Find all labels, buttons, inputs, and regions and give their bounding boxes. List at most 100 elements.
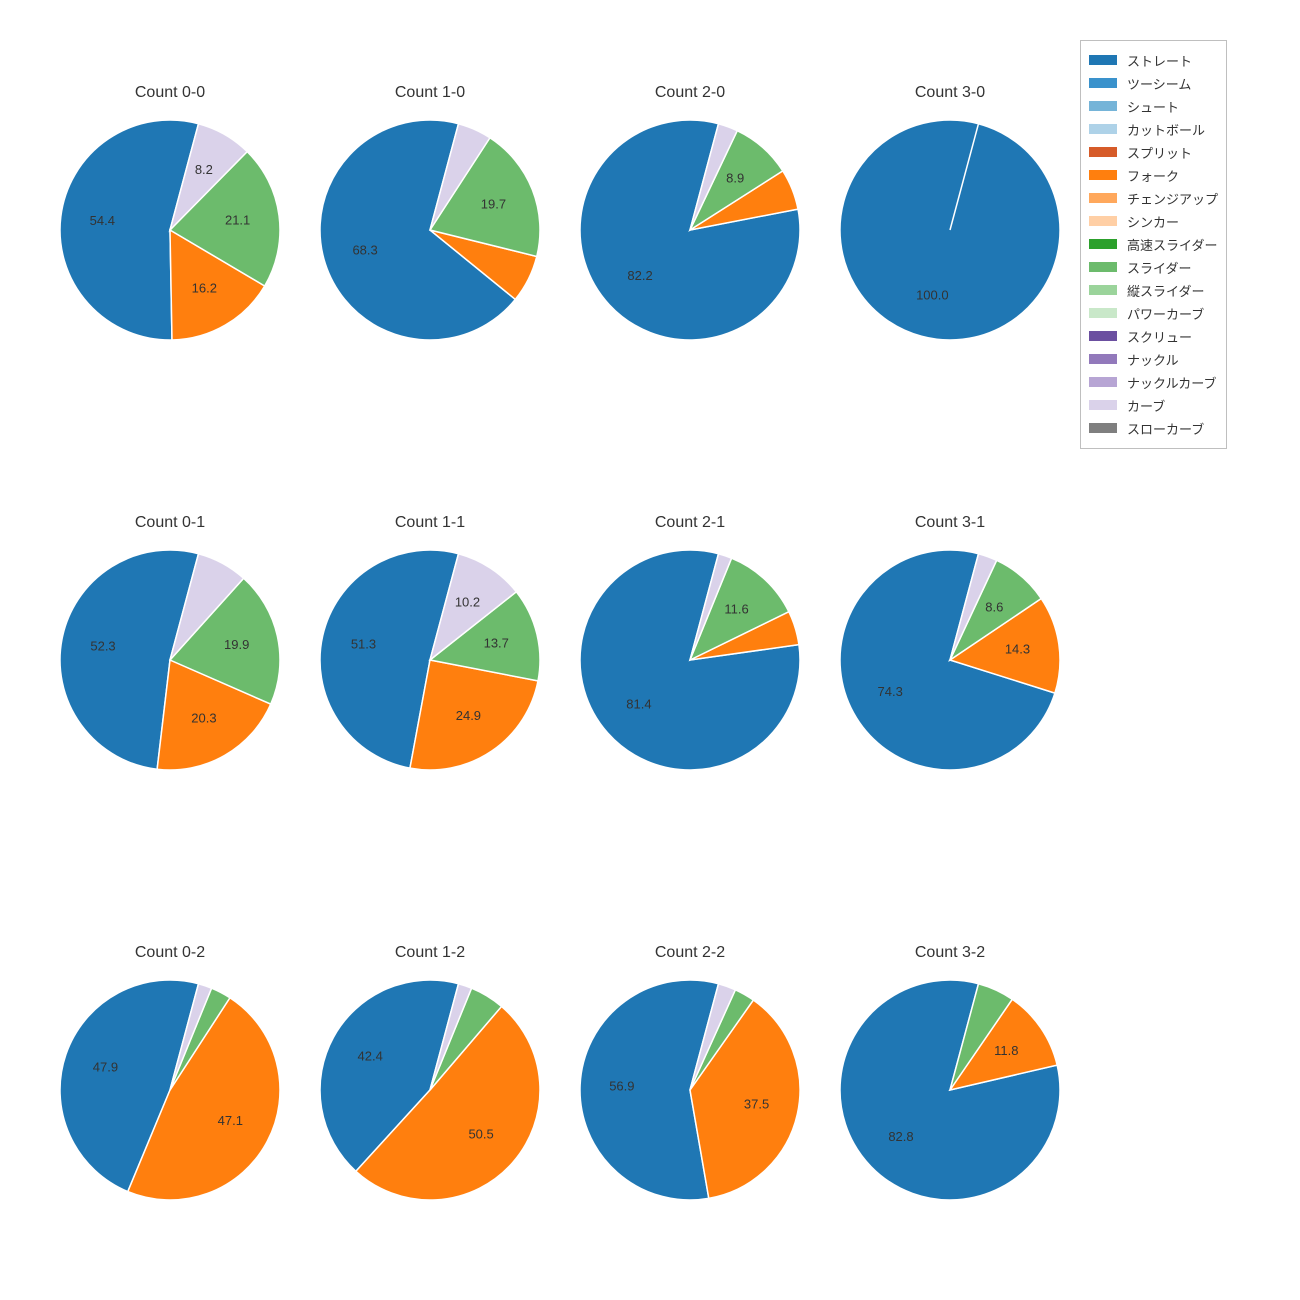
legend-label: フォーク — [1127, 166, 1179, 185]
slice-label: 20.3 — [191, 711, 216, 726]
legend-label: ストレート — [1127, 51, 1192, 70]
slice-label: 100.0 — [916, 287, 949, 302]
chart-title: Count 1-2 — [300, 944, 560, 962]
slice-label: 82.8 — [888, 1129, 913, 1144]
pie-svg: 68.319.7 — [300, 100, 560, 360]
pie-chart: Count 3-174.314.38.6 — [820, 530, 1080, 790]
slice-label: 52.3 — [90, 639, 115, 654]
legend-label: ナックルカーブ — [1127, 373, 1216, 392]
legend-swatch — [1089, 78, 1117, 88]
legend-swatch — [1089, 124, 1117, 134]
slice-label: 82.2 — [627, 268, 652, 283]
legend-label: 高速スライダー — [1127, 235, 1217, 254]
legend-label: カーブ — [1127, 396, 1165, 415]
legend-item: スプリット — [1089, 141, 1218, 163]
legend: ストレートツーシームシュートカットボールスプリットフォークチェンジアップシンカー… — [1080, 40, 1227, 449]
pie-svg: 100.0 — [820, 100, 1080, 360]
pie-svg: 74.3 14.3 8.6 — [820, 530, 1080, 790]
legend-label: シュート — [1127, 97, 1179, 116]
chart-title: Count 2-2 — [560, 944, 820, 962]
legend-swatch — [1089, 239, 1117, 249]
pie-chart: Count 1-151.324.913.710.2 — [300, 530, 560, 790]
pie-svg: 54.4 16.2 21.1 8.2 — [40, 100, 300, 360]
chart-title: Count 2-0 — [560, 84, 820, 102]
slice-label: 50.5 — [468, 1127, 493, 1142]
legend-item: カットボール — [1089, 118, 1218, 140]
legend-item: スライダー — [1089, 256, 1218, 278]
chart-title: Count 2-1 — [560, 514, 820, 532]
chart-title: Count 3-1 — [820, 514, 1080, 532]
chart-title: Count 0-2 — [40, 944, 300, 962]
legend-swatch — [1089, 262, 1117, 272]
pie-chart: Count 2-181.411.6 — [560, 530, 820, 790]
pie-chart: Count 1-242.450.5 — [300, 960, 560, 1220]
slice-label: 11.8 — [994, 1043, 1018, 1058]
slice-label: 14.3 — [1005, 642, 1030, 657]
legend-swatch — [1089, 377, 1117, 387]
legend-label: 縦スライダー — [1127, 281, 1204, 300]
slice-label: 19.9 — [224, 637, 249, 652]
legend-swatch — [1089, 400, 1117, 410]
slice-label: 37.5 — [744, 1096, 769, 1111]
legend-label: チェンジアップ — [1127, 189, 1218, 208]
legend-swatch — [1089, 55, 1117, 65]
slice-label: 68.3 — [352, 242, 377, 257]
legend-label: パワーカーブ — [1127, 304, 1204, 323]
slice-label: 47.1 — [218, 1113, 243, 1128]
legend-label: カットボール — [1127, 120, 1205, 139]
legend-item: ストレート — [1089, 49, 1218, 71]
legend-item: スローカーブ — [1089, 417, 1218, 439]
legend-swatch — [1089, 216, 1117, 226]
pie-chart: Count 0-152.320.319.9 — [40, 530, 300, 790]
chart-title: Count 1-1 — [300, 514, 560, 532]
legend-label: スプリット — [1127, 143, 1192, 162]
legend-swatch — [1089, 101, 1117, 111]
pie-svg: 82.8 11.8 — [820, 960, 1080, 1220]
legend-swatch — [1089, 423, 1117, 433]
pie-chart: Count 0-247.947.1 — [40, 960, 300, 1220]
slice-label: 13.7 — [484, 635, 509, 650]
legend-swatch — [1089, 354, 1117, 364]
legend-label: スライダー — [1127, 258, 1191, 277]
slice-label: 8.2 — [195, 162, 213, 177]
slice-label: 21.1 — [225, 213, 250, 228]
slice-label: 54.4 — [90, 213, 115, 228]
legend-item: シンカー — [1089, 210, 1218, 232]
chart-title: Count 0-1 — [40, 514, 300, 532]
pie-chart: Count 3-0100.0 — [820, 100, 1080, 360]
pie-chart: Count 3-282.811.8 — [820, 960, 1080, 1220]
pie-svg: 56.9 37.5 — [560, 960, 820, 1220]
slice-label: 8.6 — [985, 600, 1003, 615]
legend-item: スクリュー — [1089, 325, 1218, 347]
pie-chart: Count 1-068.319.7 — [300, 100, 560, 360]
pie-chart: Count 0-054.416.221.18.2 — [40, 100, 300, 360]
pie-chart: Count 2-256.937.5 — [560, 960, 820, 1220]
legend-item: 縦スライダー — [1089, 279, 1218, 301]
pie-slice — [840, 120, 1060, 340]
legend-item: フォーク — [1089, 164, 1218, 186]
legend-swatch — [1089, 147, 1117, 157]
slice-label: 24.9 — [456, 708, 481, 723]
slice-label: 11.6 — [724, 602, 748, 617]
legend-label: スクリュー — [1127, 327, 1192, 346]
legend-label: ツーシーム — [1127, 74, 1191, 93]
legend-item: 高速スライダー — [1089, 233, 1218, 255]
slice-label: 74.3 — [878, 684, 903, 699]
legend-swatch — [1089, 193, 1117, 203]
chart-title: Count 1-0 — [300, 84, 560, 102]
legend-label: シンカー — [1127, 212, 1179, 231]
legend-label: スローカーブ — [1127, 419, 1204, 438]
slice-label: 56.9 — [609, 1078, 634, 1093]
slice-label: 81.4 — [626, 697, 651, 712]
chart-stage: Count 0-054.416.221.18.2Count 1-068.319.… — [0, 0, 1300, 1300]
legend-swatch — [1089, 170, 1117, 180]
slice-label: 51.3 — [351, 636, 376, 651]
slice-label: 10.2 — [455, 594, 480, 609]
chart-title: Count 3-2 — [820, 944, 1080, 962]
chart-title: Count 3-0 — [820, 84, 1080, 102]
legend-item: パワーカーブ — [1089, 302, 1218, 324]
legend-item: ナックル — [1089, 348, 1218, 370]
slice-label: 16.2 — [192, 280, 217, 295]
pie-svg: 42.450.5 — [300, 960, 560, 1220]
slice-label: 8.9 — [726, 170, 744, 185]
